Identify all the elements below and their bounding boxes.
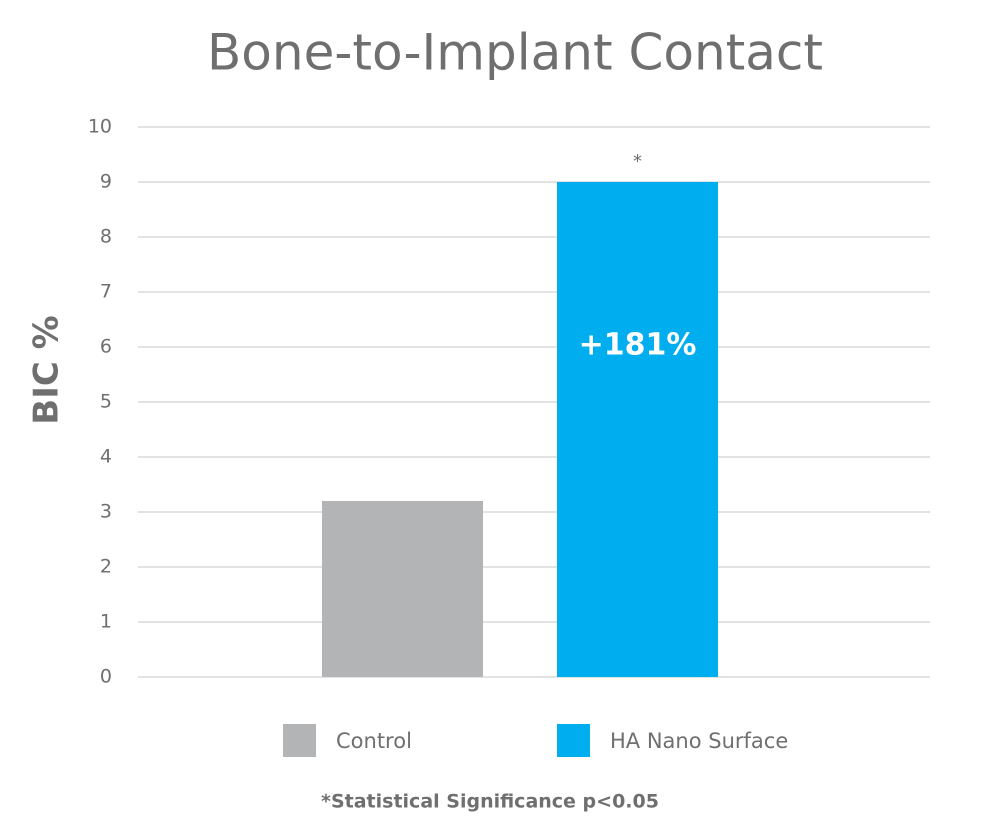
footnote: *Statistical Significance p<0.05	[321, 791, 659, 813]
y-tick-label: 3	[100, 501, 112, 523]
y-tick-label: 5	[100, 391, 112, 413]
chart-title: Bone-to-Implant Contact	[207, 24, 823, 82]
y-tick-label: 7	[100, 281, 112, 303]
legend-label: HA Nano Surface	[610, 729, 788, 753]
y-tick-label: 4	[100, 446, 112, 468]
bar	[322, 501, 483, 677]
legend-swatch	[557, 724, 590, 757]
y-tick-label: 1	[100, 611, 112, 633]
y-axis-label: BIC %	[27, 315, 67, 424]
y-tick-label: 10	[88, 116, 112, 138]
bar-inner-label: +181%	[579, 328, 697, 363]
y-tick-label: 0	[100, 666, 112, 688]
legend-label: Control	[336, 729, 412, 753]
y-tick-label: 9	[100, 171, 112, 193]
y-tick-label: 6	[100, 336, 112, 358]
bar	[557, 182, 718, 677]
y-tick-label: 2	[100, 556, 112, 578]
significance-marker: *	[633, 151, 642, 172]
y-tick-label: 8	[100, 226, 112, 248]
legend-swatch	[283, 724, 316, 757]
